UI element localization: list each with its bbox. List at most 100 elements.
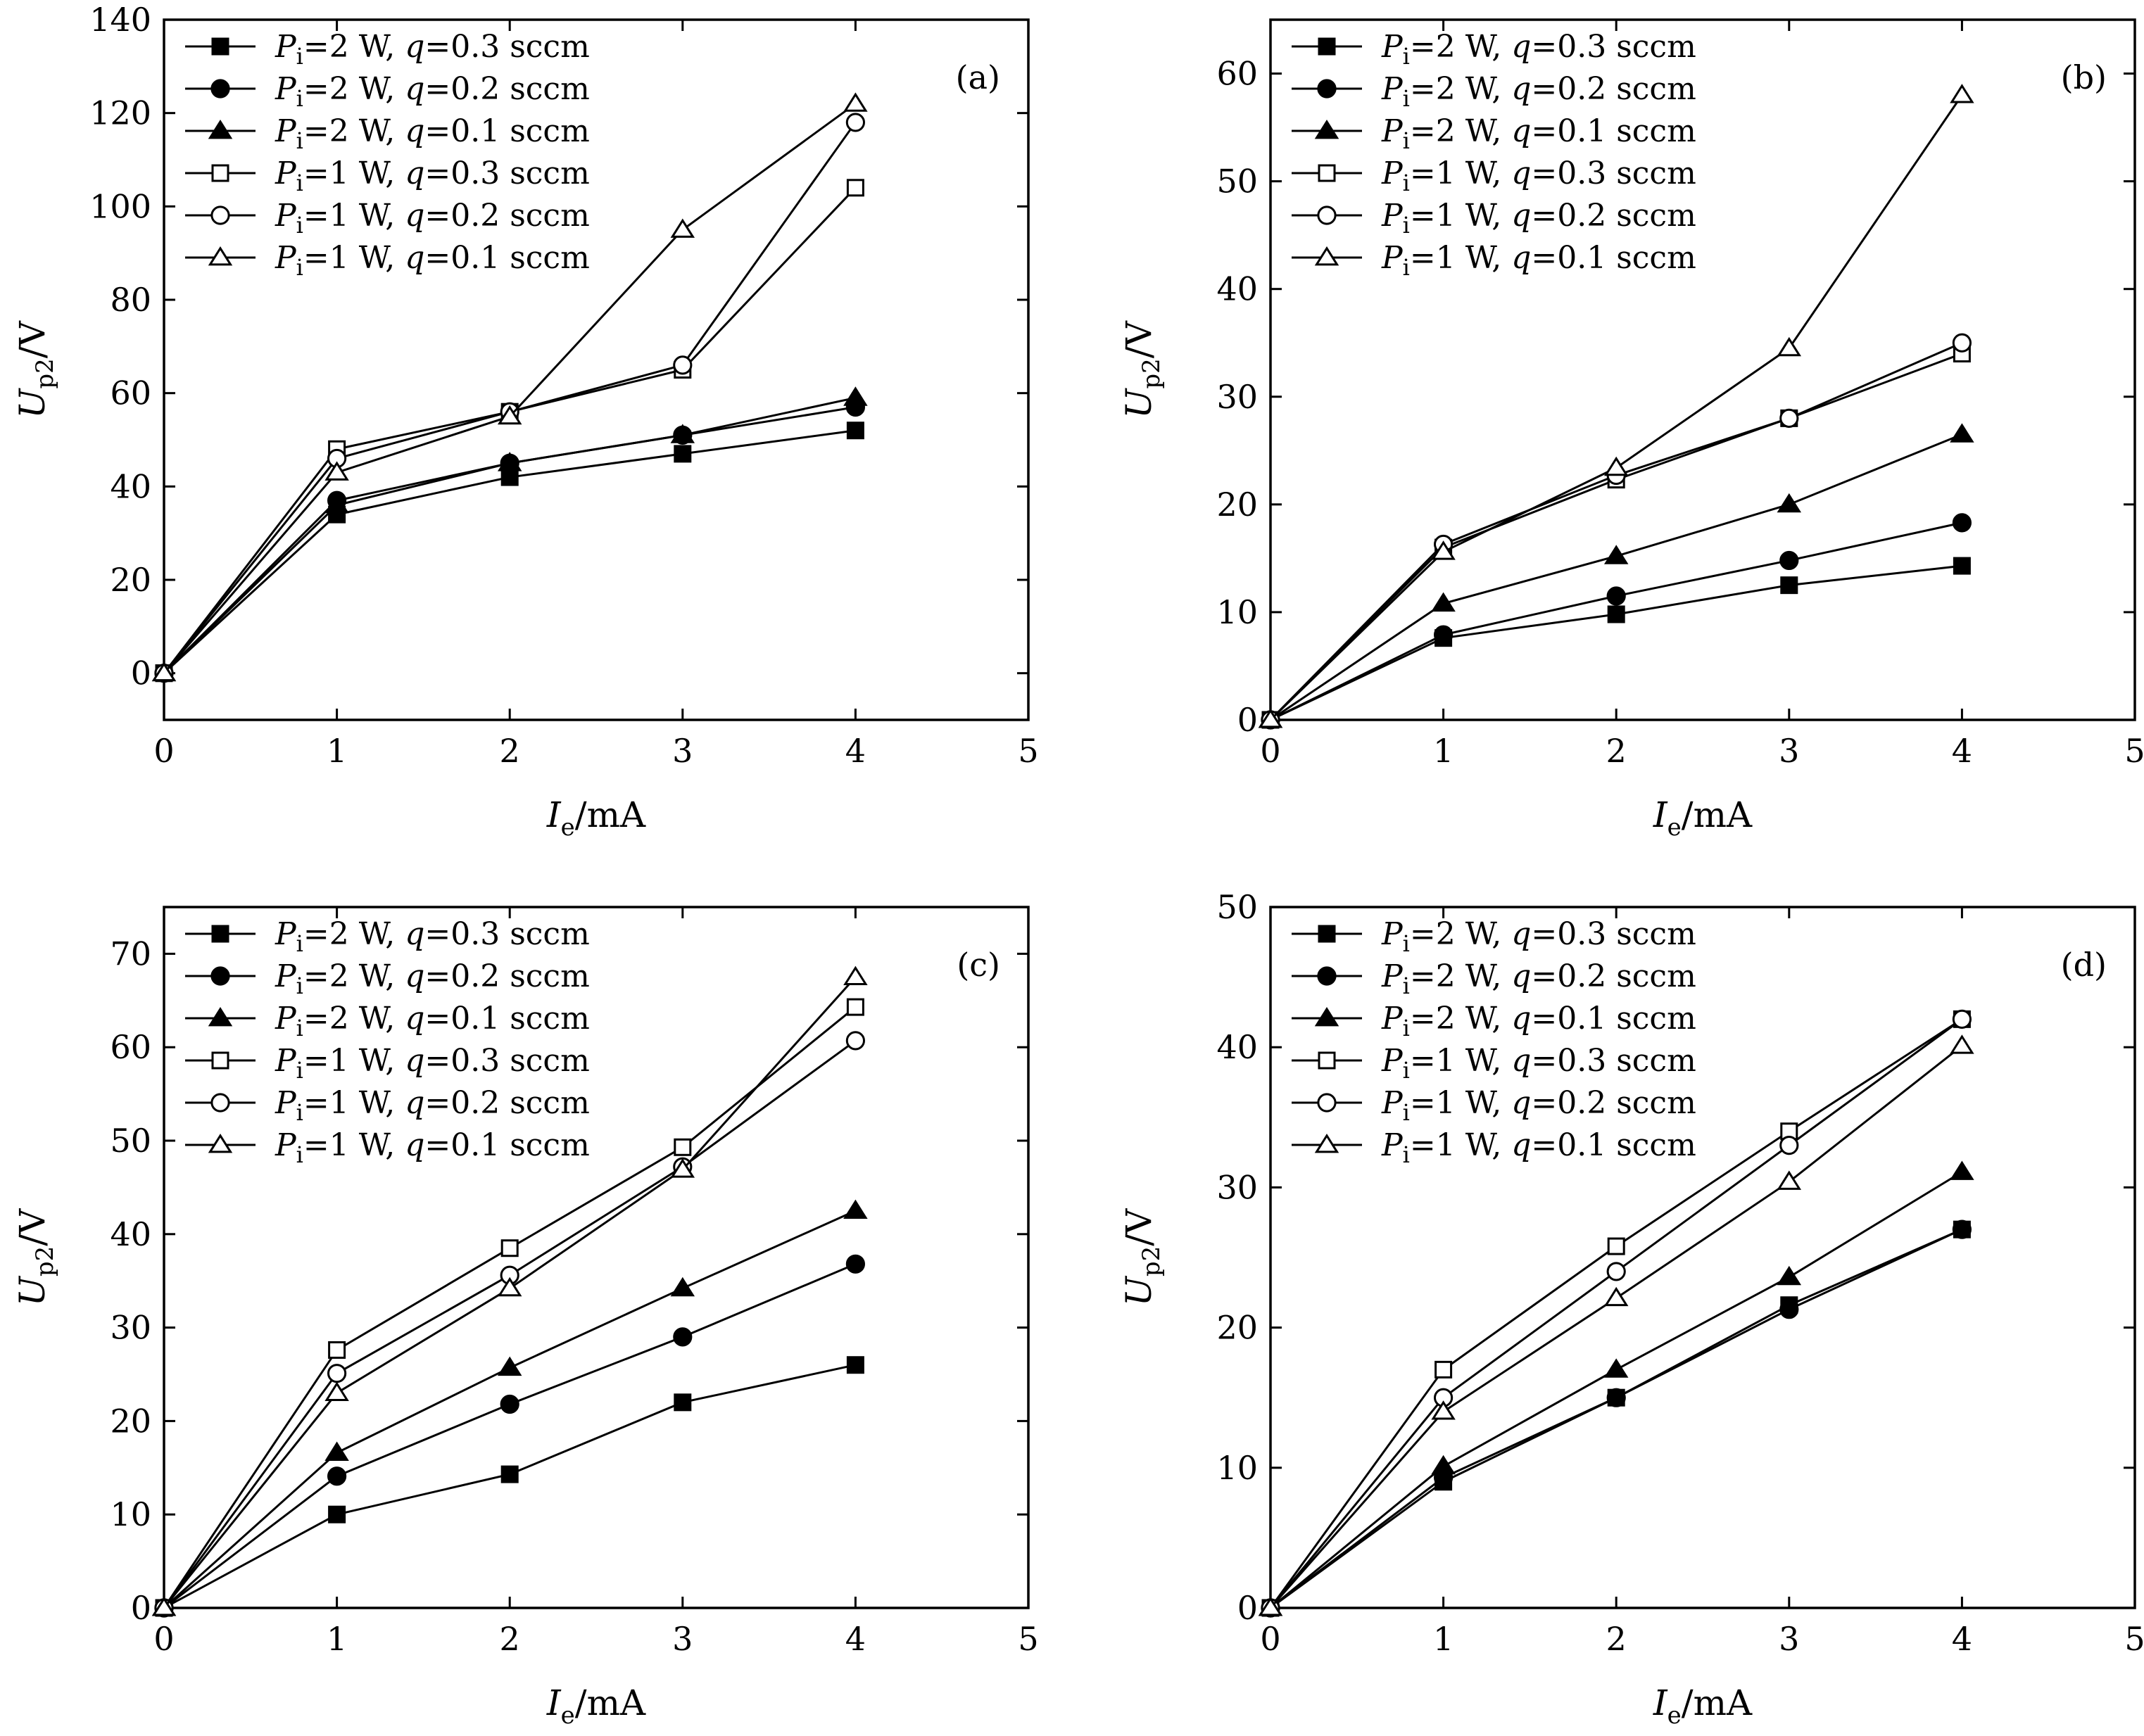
data-point xyxy=(673,1327,693,1347)
data-point xyxy=(846,422,864,440)
x-tick-label: 5 xyxy=(1018,1620,1038,1658)
data-point xyxy=(497,405,522,425)
series-line xyxy=(163,1039,857,1609)
data-point xyxy=(1606,586,1626,606)
series-filled-square xyxy=(1261,557,1971,729)
y-tick-label: 60 xyxy=(110,1028,151,1066)
legend-entry: Pi=1 W, q=0.3 sccm xyxy=(1381,156,1696,196)
data-point xyxy=(1606,1388,1626,1407)
x-tick-label: 4 xyxy=(845,732,866,770)
data-point xyxy=(500,1465,519,1483)
data-point xyxy=(670,218,695,238)
data-point xyxy=(670,1158,695,1178)
data-point xyxy=(674,1393,692,1412)
data-point xyxy=(497,1356,522,1376)
series-line xyxy=(1270,1228,1963,1609)
y-tick-label: 100 xyxy=(89,187,151,225)
y-tick-label: 50 xyxy=(1216,888,1258,926)
y-axis-label: Up2/V xyxy=(12,320,59,418)
y-tick-label: 80 xyxy=(110,281,151,319)
data-point xyxy=(1777,493,1802,513)
legend-marker-filled-triangle xyxy=(208,119,233,139)
y-tick-label: 40 xyxy=(110,1215,151,1253)
legend-entry: Pi=1 W, q=0.1 sccm xyxy=(275,1127,590,1168)
data-point xyxy=(845,1254,866,1274)
y-tick-label: 40 xyxy=(1216,1028,1258,1066)
panel-label: (b) xyxy=(2061,58,2107,96)
series-open-triangle xyxy=(1258,84,1974,728)
series-open-circle xyxy=(1261,333,1972,730)
legend-marker-filled-circle xyxy=(1317,79,1337,99)
y-axis-label: Up2/V xyxy=(12,1208,59,1306)
plot-frame xyxy=(1269,906,2136,1609)
data-point xyxy=(846,998,864,1016)
y-tick-label: 0 xyxy=(1237,701,1258,739)
y-tick-label: 50 xyxy=(1216,163,1258,201)
series-filled-triangle xyxy=(151,386,868,682)
series-line xyxy=(163,1262,856,1609)
data-point xyxy=(1607,605,1625,623)
legend-marker-open-square xyxy=(1318,1051,1336,1070)
y-tick-label: 60 xyxy=(110,374,151,412)
data-point xyxy=(1603,1358,1629,1378)
data-point xyxy=(1777,336,1802,357)
data-point xyxy=(324,1441,349,1461)
legend-entry: Pi=2 W, q=0.2 sccm xyxy=(275,71,590,112)
legend-marker-filled-circle xyxy=(210,79,230,99)
data-point xyxy=(1952,333,1972,353)
data-point xyxy=(1777,1265,1802,1286)
series-line xyxy=(1270,1228,1963,1609)
data-point xyxy=(1434,625,1453,645)
x-tick-label: 2 xyxy=(500,732,520,770)
plot-frame xyxy=(163,18,1030,721)
legend-entry: Pi=1 W, q=0.3 sccm xyxy=(1381,1043,1696,1084)
y-tick-label: 40 xyxy=(1216,270,1258,308)
data-point xyxy=(324,493,349,514)
legend-entry: Pi=2 W, q=0.3 sccm xyxy=(1381,29,1696,70)
data-point xyxy=(843,1199,868,1219)
legend-entry: Pi=2 W, q=0.1 sccm xyxy=(1381,1001,1696,1041)
legend-marker-filled-triangle xyxy=(208,1006,233,1027)
y-tick-label: 20 xyxy=(110,561,151,599)
legend-marker-open-circle xyxy=(210,1093,230,1113)
x-axis-label: Ie/mA xyxy=(1653,1683,1753,1730)
y-tick-label: 20 xyxy=(110,1402,151,1440)
data-point xyxy=(1780,576,1798,595)
data-point xyxy=(846,1356,864,1374)
x-tick-label: 3 xyxy=(1779,732,1799,770)
y-tick-label: 0 xyxy=(1237,1589,1258,1627)
data-point xyxy=(1779,1300,1799,1319)
legend-marker-filled-triangle xyxy=(1314,119,1339,139)
x-tick-label: 3 xyxy=(672,732,693,770)
data-point xyxy=(497,452,522,471)
data-point xyxy=(674,1138,692,1156)
plot-frame xyxy=(163,906,1030,1609)
data-point xyxy=(1431,1400,1456,1420)
y-tick-label: 120 xyxy=(89,94,151,132)
legend-marker-filled-circle xyxy=(1317,966,1337,986)
legend-entry: Pi=1 W, q=0.2 sccm xyxy=(275,198,590,239)
legend-marker-filled-square xyxy=(211,37,229,56)
legend-marker-open-triangle xyxy=(1314,246,1339,266)
x-tick-label: 4 xyxy=(1952,732,1972,770)
legend-marker-open-circle xyxy=(1317,205,1337,225)
legend-entry: Pi=1 W, q=0.1 sccm xyxy=(1381,1127,1696,1168)
data-point xyxy=(151,661,177,682)
y-tick-label: 140 xyxy=(89,1,151,39)
y-tick-label: 20 xyxy=(1216,1309,1258,1347)
legend-marker-open-triangle xyxy=(208,1133,233,1153)
data-point xyxy=(1258,708,1283,728)
series-open-square xyxy=(155,998,864,1617)
data-point xyxy=(1603,1286,1629,1307)
data-point xyxy=(328,1505,346,1523)
y-tick-label: 10 xyxy=(110,1495,151,1533)
x-axis-label: Ie/mA xyxy=(546,1683,646,1730)
data-point xyxy=(1777,1170,1802,1190)
data-point xyxy=(1950,423,1974,443)
series-open-triangle xyxy=(151,92,868,682)
data-point xyxy=(1431,1455,1456,1475)
data-point xyxy=(843,92,868,112)
